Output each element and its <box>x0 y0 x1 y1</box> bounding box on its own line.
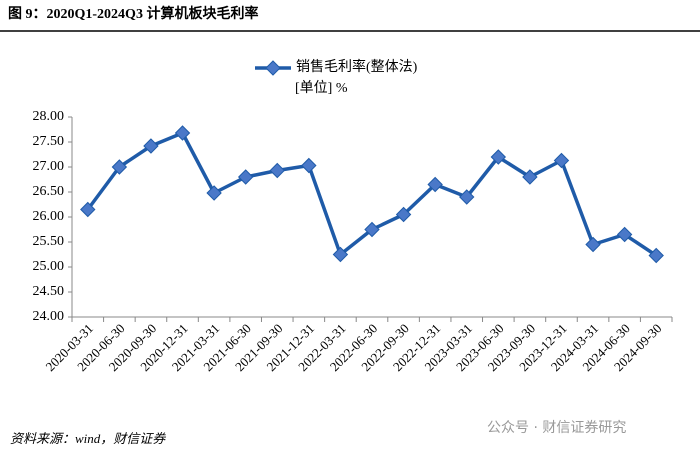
data-point <box>553 152 570 169</box>
legend-label: 销售毛利率(整体法) <box>296 58 418 75</box>
data-point <box>648 247 664 264</box>
source: 资料来源：wind，财信证券 <box>10 431 166 446</box>
unit-label: [单位] % <box>295 80 348 96</box>
data-point <box>332 246 349 263</box>
y-tick-label: 24.00 <box>33 309 65 324</box>
y-tick-label: 25.00 <box>33 259 65 274</box>
data-point <box>206 185 222 201</box>
data-point <box>269 162 285 179</box>
figure-title: 图 9：2020Q1-2024Q3 计算机板块毛利率 <box>8 5 258 22</box>
data-point <box>174 125 191 141</box>
data-point <box>301 157 317 174</box>
data-point <box>364 221 380 238</box>
data-point <box>459 189 475 205</box>
data-point <box>143 138 159 154</box>
data-point <box>490 149 507 165</box>
data-point <box>616 226 633 243</box>
y-tick-label: 27.50 <box>33 134 65 149</box>
data-point <box>237 169 254 185</box>
legend-marker <box>265 60 281 76</box>
y-tick-label: 28.00 <box>33 109 65 124</box>
watermark: 公众号 · 财信证券研究 <box>487 420 626 436</box>
y-tick-label: 25.50 <box>33 234 65 249</box>
data-point <box>80 201 96 218</box>
y-tick-label: 27.00 <box>33 159 65 174</box>
data-point <box>522 169 538 185</box>
y-tick-label: 26.00 <box>33 209 65 224</box>
data-point <box>395 206 412 223</box>
data-point <box>585 236 601 253</box>
y-tick-label: 26.50 <box>33 184 65 199</box>
y-tick-label: 24.50 <box>33 284 65 299</box>
data-point <box>111 159 128 175</box>
data-point <box>427 176 443 193</box>
